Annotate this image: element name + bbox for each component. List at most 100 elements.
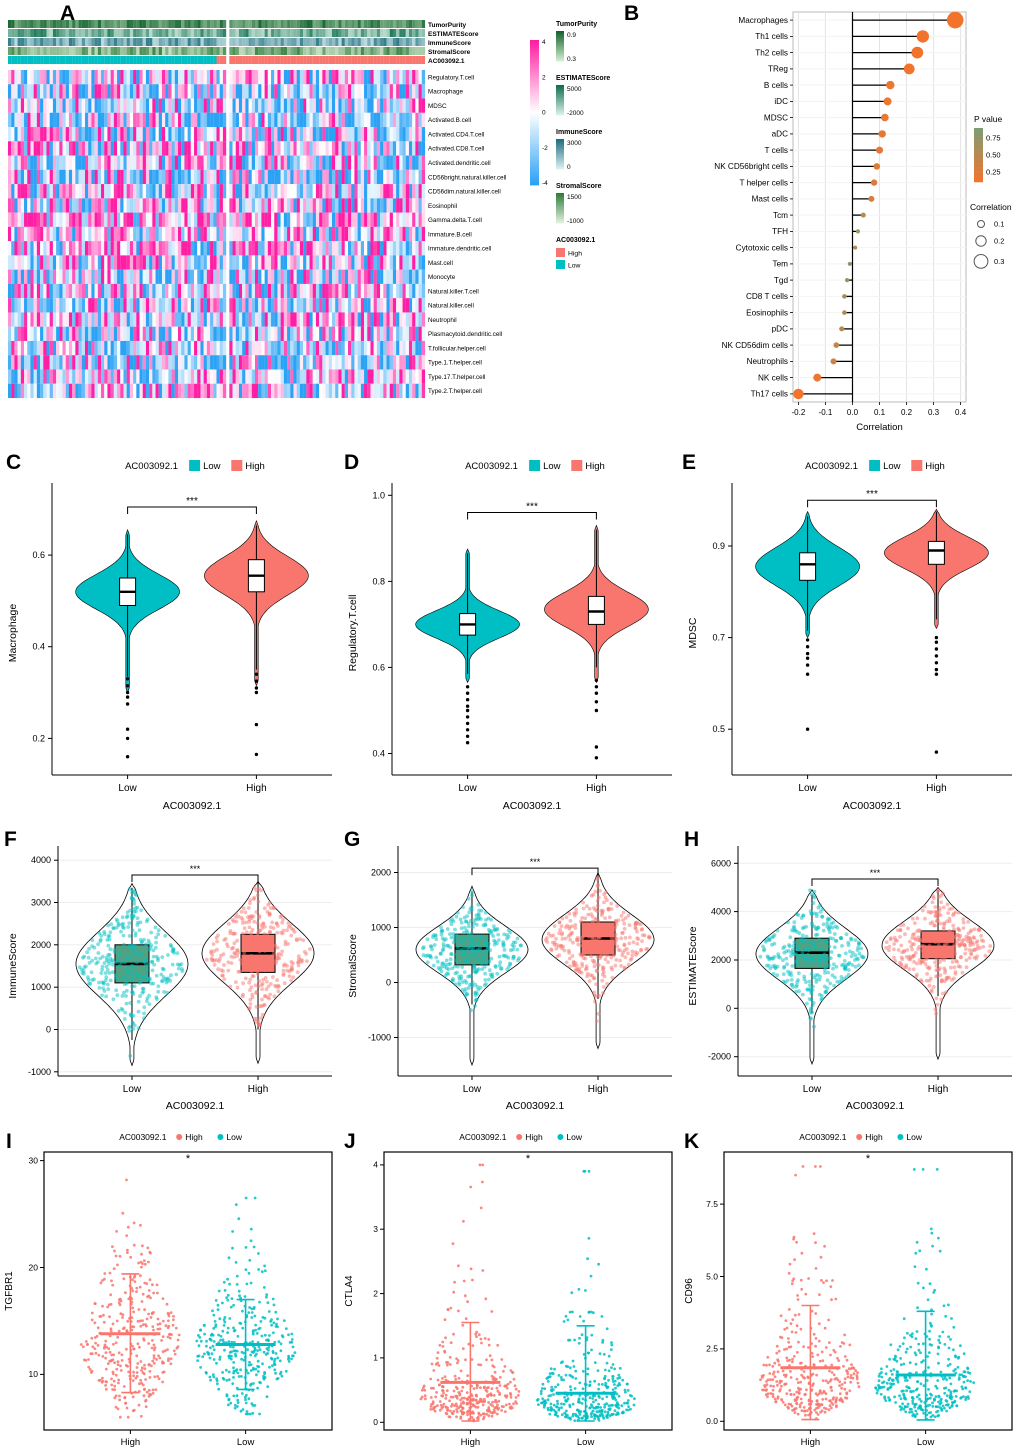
svg-text:Th17 cells: Th17 cells <box>751 390 788 399</box>
svg-text:Mast cells: Mast cells <box>752 195 788 204</box>
panel-e: E AC003092.1 Low High 0.5 0.7 0.9 Low High *** AC… <box>680 445 1020 826</box>
svg-text:3000: 3000 <box>31 898 51 908</box>
svg-text:AC003092.1: AC003092.1 <box>428 58 465 65</box>
svg-text:NK CD56bright cells: NK CD56bright cells <box>714 162 788 171</box>
svg-text:Type.1.T.helper.cell: Type.1.T.helper.cell <box>428 360 482 367</box>
svg-text:Natural.killer.T.cell: Natural.killer.T.cell <box>428 288 479 295</box>
svg-text:B cells: B cells <box>764 81 788 90</box>
svg-text:Low: Low <box>883 461 901 472</box>
svg-text:CD8 T cells: CD8 T cells <box>746 292 788 301</box>
svg-text:ESTIMATEScore: ESTIMATEScore <box>428 31 479 38</box>
svg-text:4: 4 <box>542 39 546 46</box>
svg-text:T helper cells: T helper cells <box>739 178 788 187</box>
svg-text:AC003092.1: AC003092.1 <box>163 800 222 812</box>
svg-text:T.follicular.helper.cell: T.follicular.helper.cell <box>428 345 486 352</box>
svg-text:Low: Low <box>568 263 581 270</box>
svg-text:0.3: 0.3 <box>928 408 940 417</box>
svg-text:0.8: 0.8 <box>372 576 385 586</box>
svg-text:ImmuneScore: ImmuneScore <box>7 933 19 999</box>
svg-text:0.2: 0.2 <box>901 408 913 417</box>
svg-text:***: *** <box>190 864 201 874</box>
svg-text:Correlation: Correlation <box>970 202 1012 212</box>
panel-d: D AC003092.1 Low High 0.4 0.6 0.8 1.0 Low High **… <box>340 445 680 826</box>
panel-f: F -1000 0 1000 2000 3000 4000 Low High *** AC0030… <box>0 826 340 1126</box>
svg-text:TFH: TFH <box>772 227 788 236</box>
svg-text:High: High <box>586 783 607 794</box>
svg-text:0: 0 <box>542 110 546 117</box>
svg-text:-0.1: -0.1 <box>819 408 833 417</box>
svg-text:2000: 2000 <box>31 940 51 950</box>
svg-text:CD56dim.natural.killer.cell: CD56dim.natural.killer.cell <box>428 189 501 196</box>
svg-text:Neutrophil: Neutrophil <box>428 317 457 324</box>
svg-text:1000: 1000 <box>31 982 51 992</box>
heatmap-body: TumorPurity ESTIMATEScore ImmuneScore Strom… <box>8 20 506 399</box>
svg-text:Low: Low <box>798 783 817 794</box>
svg-text:Plasmacytoid.dendritic.cell: Plasmacytoid.dendritic.cell <box>428 331 502 338</box>
svg-text:Activated.dendritic.cell: Activated.dendritic.cell <box>428 160 491 167</box>
panel-g: G -1000 0 1000 2000 Low High *** AC003092.1 Stro… <box>340 826 680 1126</box>
svg-text:High: High <box>245 461 265 472</box>
svg-text:Regulatory.T.cell: Regulatory.T.cell <box>428 74 474 81</box>
svg-text:AC003092.1: AC003092.1 <box>465 461 518 472</box>
svg-text:TReg: TReg <box>768 65 788 74</box>
svg-text:Macrophage: Macrophage <box>428 89 464 96</box>
panel-e-letter: E <box>682 451 697 474</box>
panel-c-letter: C <box>6 451 22 474</box>
svg-text:iDC: iDC <box>774 97 788 106</box>
svg-text:AC003092.1: AC003092.1 <box>556 237 595 244</box>
svg-text:Type.2.T.helper.cell: Type.2.T.helper.cell <box>428 388 482 395</box>
svg-text:ImmuneScore: ImmuneScore <box>428 40 471 47</box>
svg-text:MDSC: MDSC <box>428 103 447 110</box>
svg-text:-2000: -2000 <box>567 110 584 117</box>
svg-text:2000: 2000 <box>371 868 391 878</box>
panel-g-letter: G <box>344 828 361 851</box>
panel-a-letter: A <box>60 2 76 25</box>
svg-text:0.3: 0.3 <box>994 257 1004 266</box>
panel-b-lollipop-chart: Macrophages Th1 cells Th2 cells TReg B cells… <box>714 11 1012 433</box>
svg-text:3000: 3000 <box>567 140 582 147</box>
svg-text:Cytotoxic cells: Cytotoxic cells <box>736 243 788 252</box>
svg-text:StromalScore: StromalScore <box>556 183 602 190</box>
svg-text:0.25: 0.25 <box>986 167 1001 176</box>
svg-text:NK CD56dim cells: NK CD56dim cells <box>722 341 788 350</box>
svg-text:0.1: 0.1 <box>874 408 886 417</box>
svg-text:Gamma.delta.T.cell: Gamma.delta.T.cell <box>428 217 482 224</box>
svg-text:-0.2: -0.2 <box>792 408 806 417</box>
svg-text:Low: Low <box>458 783 477 794</box>
svg-text:AC003092.1: AC003092.1 <box>843 800 902 812</box>
svg-text:Eosinophils: Eosinophils <box>746 308 788 317</box>
svg-text:AC003092.1: AC003092.1 <box>166 1100 225 1112</box>
svg-text:0.2: 0.2 <box>32 733 45 743</box>
panel-k: K 0.0 2.5 5.0 7.5 AC003092.1 High Low High Low * C… <box>680 1126 1020 1455</box>
svg-text:0.2: 0.2 <box>994 237 1004 246</box>
svg-text:Activated.B.cell: Activated.B.cell <box>428 117 471 124</box>
panel-e-violin-chart: AC003092.1 Low High 0.5 0.7 0.9 Low High *** AC00… <box>687 460 1012 812</box>
svg-text:***: *** <box>186 496 198 507</box>
svg-text:4000: 4000 <box>31 855 51 865</box>
svg-text:0.9: 0.9 <box>712 541 725 551</box>
svg-text:Macrophages: Macrophages <box>738 16 788 25</box>
svg-text:aDC: aDC <box>772 130 788 139</box>
svg-text:High: High <box>246 783 267 794</box>
svg-text:0.4: 0.4 <box>32 642 45 652</box>
panel-f-letter: F <box>4 828 17 851</box>
svg-text:0.4: 0.4 <box>372 748 385 758</box>
svg-text:Neutrophils: Neutrophils <box>747 357 788 366</box>
svg-text:AC003092.1: AC003092.1 <box>503 800 562 812</box>
svg-text:Regulatory.T.cell: Regulatory.T.cell <box>347 595 359 672</box>
svg-text:MDSC: MDSC <box>764 113 788 122</box>
svg-text:0.0: 0.0 <box>847 408 859 417</box>
svg-text:-1000: -1000 <box>368 1033 391 1043</box>
panel-i: I 10 20 30 AC003092.1 High Low High Low * TGFBR1 <box>0 1126 340 1455</box>
svg-text:High: High <box>925 461 945 472</box>
panel-a-heatmap-chart: TumorPurity ESTIMATEScore ImmuneScore Strom… <box>8 20 610 399</box>
svg-text:0.4: 0.4 <box>955 408 967 417</box>
svg-text:0.3: 0.3 <box>567 56 576 63</box>
svg-text:0: 0 <box>386 978 391 988</box>
svg-text:-1000: -1000 <box>567 218 584 225</box>
